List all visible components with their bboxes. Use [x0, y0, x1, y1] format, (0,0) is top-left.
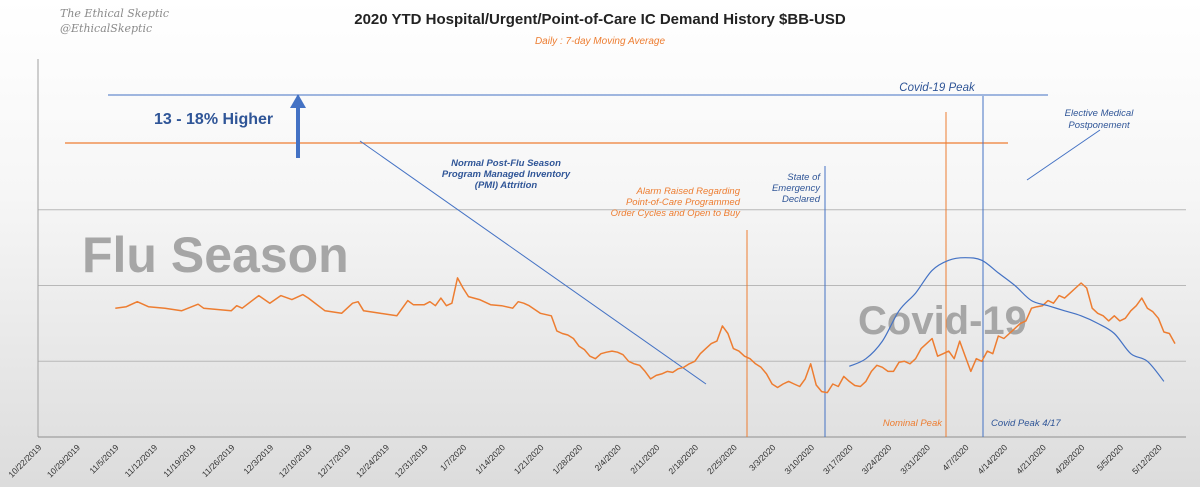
- x-tick-label: 4/28/2020: [1053, 442, 1087, 476]
- x-tick-label: 5/12/2020: [1130, 442, 1164, 476]
- chart-subtitle: Daily : 7-day Moving Average: [535, 36, 666, 47]
- elective-annotation: Elective Medical: [1065, 108, 1135, 119]
- covid-19-watermark: Covid-19: [858, 299, 1027, 343]
- x-tick-label: 12/17/2019: [315, 442, 352, 479]
- x-tick-label: 4/14/2020: [975, 442, 1009, 476]
- brand-handle: @EthicalSkeptic: [60, 22, 153, 35]
- x-tick-label: 1/7/2020: [438, 442, 469, 473]
- x-tick-label: 11/19/2019: [161, 442, 198, 479]
- x-tick-label: 5/5/2020: [1095, 442, 1126, 473]
- flu-season-watermark: Flu Season: [82, 227, 349, 283]
- x-tick-label: 12/3/2019: [241, 442, 275, 476]
- covid-peak-annotation: Covid-19 Peak: [899, 82, 976, 94]
- x-tick-label: 2/4/2020: [592, 442, 623, 473]
- x-tick-label: 11/26/2019: [200, 442, 237, 479]
- emergency-annotation: State of: [787, 172, 821, 183]
- x-tick-label: 3/3/2020: [747, 442, 778, 473]
- x-tick-label: 3/24/2020: [860, 442, 894, 476]
- pmi-attrition-trendline: [359, 140, 707, 385]
- x-tick-label: 3/31/2020: [898, 442, 932, 476]
- x-tick-label: 12/31/2019: [393, 442, 430, 479]
- nominal-peak-annotation: Nominal Peak: [883, 418, 943, 429]
- x-tick-label: 2/18/2020: [666, 442, 700, 476]
- demand-series-line: [115, 277, 1176, 394]
- x-tick-label: 1/14/2020: [473, 442, 507, 476]
- x-tick-label: 1/21/2020: [512, 442, 546, 476]
- chart-title: 2020 YTD Hospital/Urgent/Point-of-Care I…: [354, 11, 846, 28]
- pmi-attrition-annotation: Program Managed Inventory: [442, 169, 571, 180]
- alarm-annotation: Point-of-Care Programmed: [626, 197, 741, 208]
- elective-annotation: Postponement: [1068, 120, 1130, 131]
- x-tick-label: 10/29/2019: [45, 442, 82, 479]
- elective-pointer-line: [1026, 129, 1101, 181]
- x-tick-label: 3/17/2020: [821, 442, 855, 476]
- emergency-annotation: Declared: [782, 194, 821, 205]
- brand-block: The Ethical Skeptic @EthicalSkeptic: [60, 6, 169, 36]
- higher-arrow-head: [290, 94, 306, 108]
- x-tick-label: 12/24/2019: [354, 442, 391, 479]
- x-tick-label: 11/5/2019: [87, 442, 121, 476]
- covid-projection-line: [849, 257, 1165, 382]
- x-tick-label: 12/10/2019: [277, 442, 314, 479]
- x-tick-label: 1/28/2020: [550, 442, 584, 476]
- x-tick-label: 3/10/2020: [782, 442, 816, 476]
- brand-name: The Ethical Skeptic: [60, 7, 170, 20]
- emergency-annotation: Emergency: [772, 183, 821, 194]
- x-tick-label: 2/25/2020: [705, 442, 739, 476]
- pmi-attrition-annotation: Normal Post-Flu Season: [451, 158, 561, 169]
- x-tick-label: 10/22/2019: [6, 442, 43, 479]
- x-tick-label: 2/11/2020: [628, 442, 662, 476]
- higher-percentage-annotation: 13 - 18% Higher: [154, 111, 273, 128]
- x-tick-label: 4/7/2020: [940, 442, 971, 473]
- covid-peak-date-annotation: Covid Peak 4/17: [991, 418, 1061, 429]
- x-tick-label: 11/12/2019: [123, 442, 160, 479]
- x-tick-label: 4/21/2020: [1014, 442, 1048, 476]
- alarm-annotation: Order Cycles and Open to Buy: [611, 208, 742, 219]
- alarm-annotation: Alarm Raised Regarding: [636, 186, 741, 197]
- pmi-attrition-annotation: (PMI) Attrition: [475, 180, 538, 191]
